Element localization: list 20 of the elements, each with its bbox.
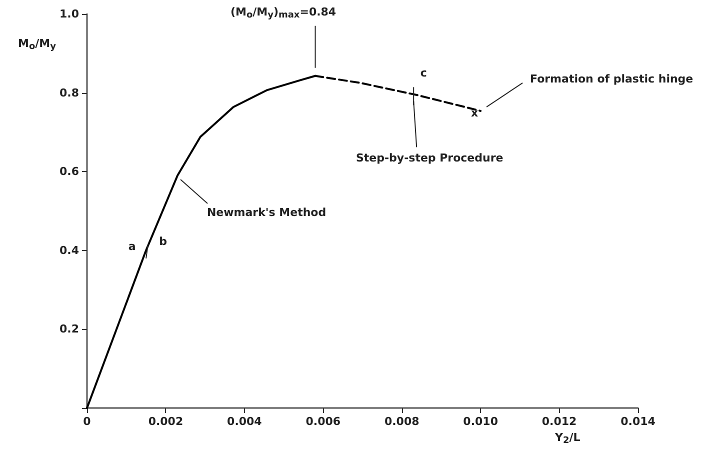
y-tick-label: 0.2 bbox=[60, 322, 79, 336]
annotation: a bbox=[128, 240, 136, 253]
annotation: Formation of plastic hinge bbox=[530, 72, 694, 86]
x-tick-label: 0.006 bbox=[306, 415, 341, 428]
x-tick-label: 0.014 bbox=[620, 415, 656, 428]
annotation: Newmark's Method bbox=[206, 206, 326, 220]
y-tick-label: 0.8 bbox=[60, 86, 79, 100]
y-tick-label: 0.6 bbox=[60, 165, 80, 178]
annotation: Step-by-step Procedure bbox=[356, 152, 504, 165]
y-tick-label: 1.0 bbox=[60, 8, 80, 20]
annotation: c bbox=[420, 66, 427, 80]
x-tick-label: 0 bbox=[83, 415, 92, 428]
x-tick-label: 0.004 bbox=[227, 415, 262, 428]
x-tick-label: 0.012 bbox=[542, 415, 577, 428]
x-tick-label: 0.008 bbox=[384, 415, 420, 428]
annotation: b bbox=[159, 234, 168, 248]
annotation: x bbox=[471, 106, 478, 120]
y-tick-label: 0.4 bbox=[60, 244, 80, 257]
x-tick-label: 0.002 bbox=[148, 415, 184, 428]
x-tick-label: 0.010 bbox=[463, 415, 498, 428]
